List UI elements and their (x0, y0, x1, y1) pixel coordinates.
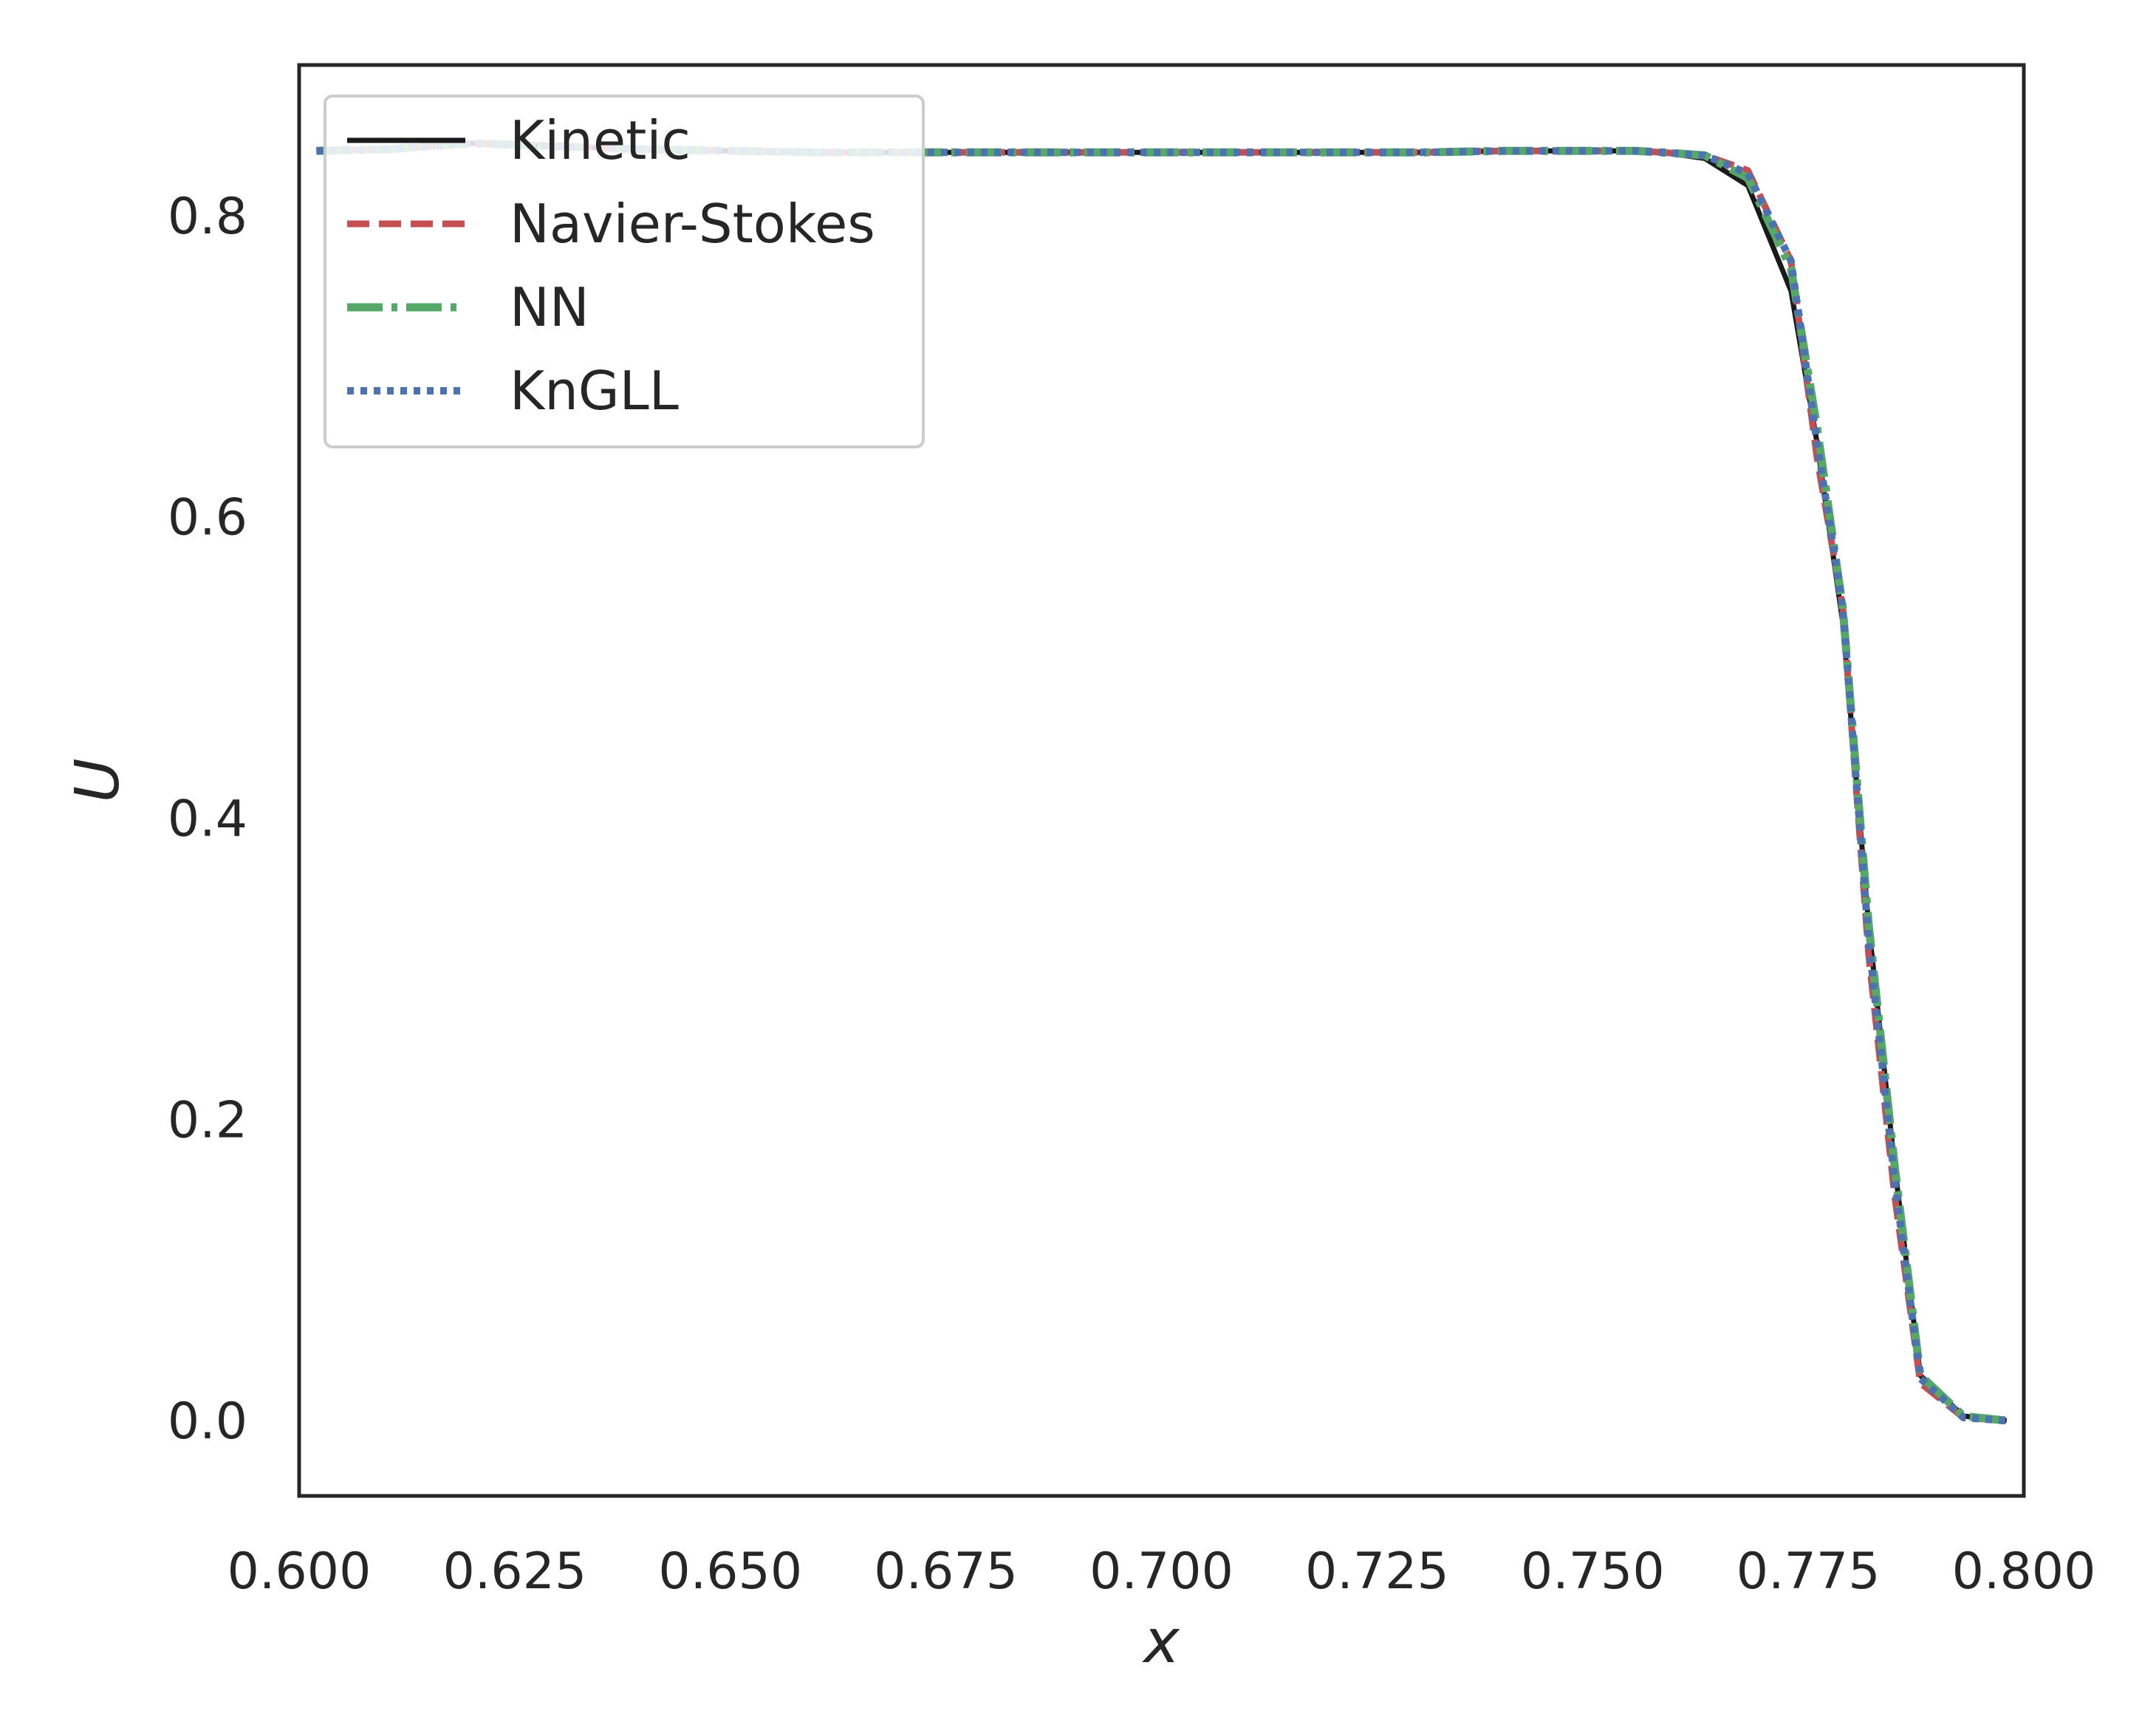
y-tick-label: 0.4 (168, 790, 247, 848)
legend-label: Navier-Stokes (510, 193, 875, 255)
x-tick-label: 0.675 (874, 1542, 1018, 1601)
y-tick-labels: 0.0 0.2 0.4 0.6 0.8 (168, 188, 247, 1451)
x-tick-label: 0.775 (1736, 1542, 1881, 1601)
x-axis-label: x (1141, 1607, 1180, 1677)
x-tick-labels: 0.600 0.625 0.650 0.675 0.700 0.725 0.750 0.775… (227, 1542, 2096, 1601)
plot-frame (297, 63, 2026, 1498)
legend-box (324, 95, 925, 448)
x-tick-label: 0.700 (1089, 1542, 1233, 1601)
x-tick-label: 0.600 (227, 1542, 372, 1601)
y-tick-label: 0.6 (168, 489, 247, 547)
legend: Kinetic Navier-Stokes NN KnGLL (324, 95, 925, 448)
x-tick-label: 0.625 (443, 1542, 587, 1601)
x-tick-label: 0.750 (1521, 1542, 1665, 1601)
legend-label: NN (510, 276, 589, 338)
x-tick-label: 0.650 (658, 1542, 802, 1601)
y-tick-label: 0.0 (168, 1392, 247, 1451)
y-axis-label: U (63, 758, 133, 802)
legend-label: Kinetic (510, 109, 691, 171)
series-line-kngll (316, 140, 2008, 1425)
x-tick-label: 0.725 (1305, 1542, 1449, 1601)
legend-label: KnGLL (510, 360, 679, 422)
x-tick-label: 0.800 (1952, 1542, 2096, 1601)
y-tick-label: 0.2 (168, 1091, 247, 1149)
y-tick-label: 0.8 (168, 188, 247, 246)
